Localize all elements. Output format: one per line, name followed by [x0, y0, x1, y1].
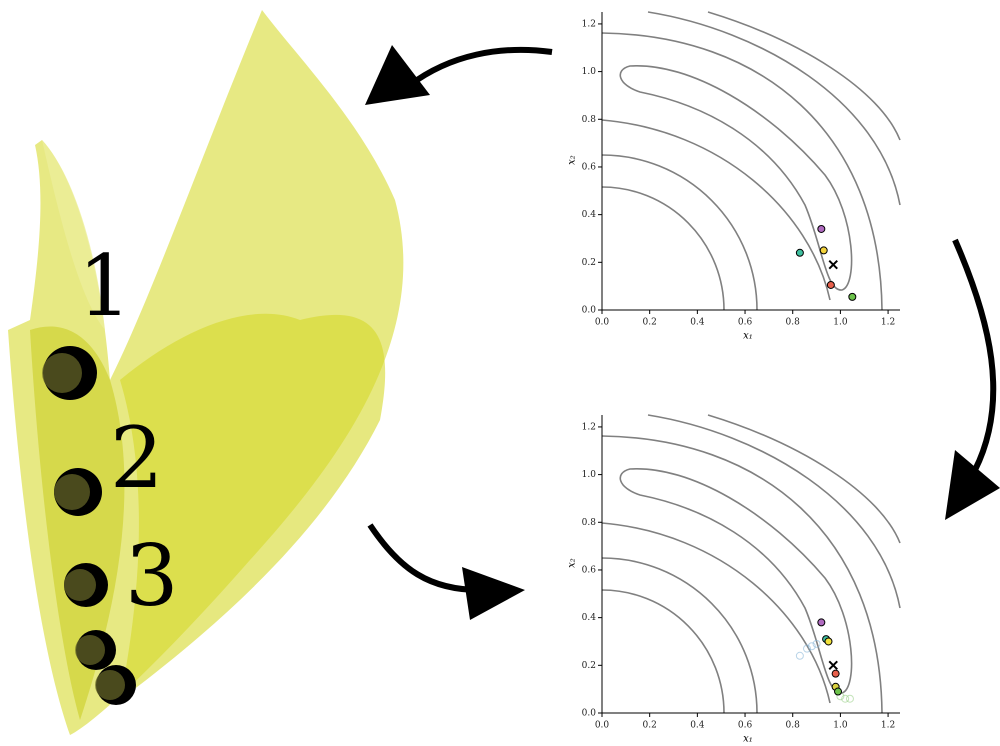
x-tick-label: 0.2: [643, 318, 657, 328]
x-tick-label: 0.6: [738, 318, 753, 328]
y-axis-label: x₂: [567, 155, 578, 165]
x-tick-label: 0.6: [738, 721, 753, 731]
contours: [602, 12, 900, 713]
x-tick-label: 1.0: [833, 721, 848, 731]
y-tick-label: 0.2: [582, 661, 596, 671]
point-cross: [829, 261, 837, 269]
y-tick-label: 0.0: [582, 709, 597, 719]
figure: 1 2 3 0.0 0.2 0.4 0.6 0.8 1.0 1.2 0.0: [0, 0, 1000, 746]
y-tick-label: 0.4: [582, 210, 597, 220]
x-axis-label: x₁: [743, 734, 753, 745]
point: [820, 247, 827, 254]
y-tick-label: 0.8: [582, 518, 597, 528]
arrows: [370, 50, 993, 590]
x-tick-label: 1.2: [881, 318, 895, 328]
point: [846, 695, 853, 702]
point-cross: [829, 661, 837, 669]
x-tick-label: 0.4: [690, 318, 705, 328]
surface-3d: [8, 10, 403, 735]
point: [796, 652, 803, 659]
figure-label: 1: [78, 237, 131, 335]
x-tick-label: 1.2: [881, 721, 895, 731]
y-tick-label: 1.0: [582, 470, 597, 480]
x-tick-label: 0.4: [690, 721, 705, 731]
y-tick-label: 0.0: [582, 306, 597, 316]
y-tick-label: 0.6: [582, 565, 597, 575]
y-tick-label: 0.6: [582, 162, 597, 172]
figure-label: 2: [110, 409, 163, 507]
y-tick-label: 0.8: [582, 115, 597, 125]
x-axis-label: x₁: [743, 331, 753, 342]
x-tick-label: 0.0: [595, 318, 610, 328]
figure-label: 3: [125, 527, 178, 625]
point: [835, 688, 842, 695]
x-tick-label: 0.2: [643, 721, 657, 731]
y-tick-label: 0.2: [582, 258, 596, 268]
point: [827, 281, 834, 288]
y-axis-label: x₂: [567, 558, 578, 568]
y-tick-label: 1.2: [582, 422, 596, 432]
y-tick-label: 0.4: [582, 613, 597, 623]
point: [849, 293, 856, 300]
x-tick-label: 0.0: [595, 721, 610, 731]
point: [825, 638, 832, 645]
point: [832, 670, 839, 677]
x-tick-label: 0.8: [786, 318, 801, 328]
y-tick-label: 1.2: [582, 19, 596, 29]
y-tick-label: 1.0: [582, 67, 597, 77]
x-tick-label: 0.8: [786, 721, 801, 731]
arrow-heads: [365, 45, 1000, 620]
point: [818, 225, 825, 232]
point: [796, 249, 803, 256]
x-tick-label: 1.0: [833, 318, 848, 328]
point: [818, 619, 825, 626]
